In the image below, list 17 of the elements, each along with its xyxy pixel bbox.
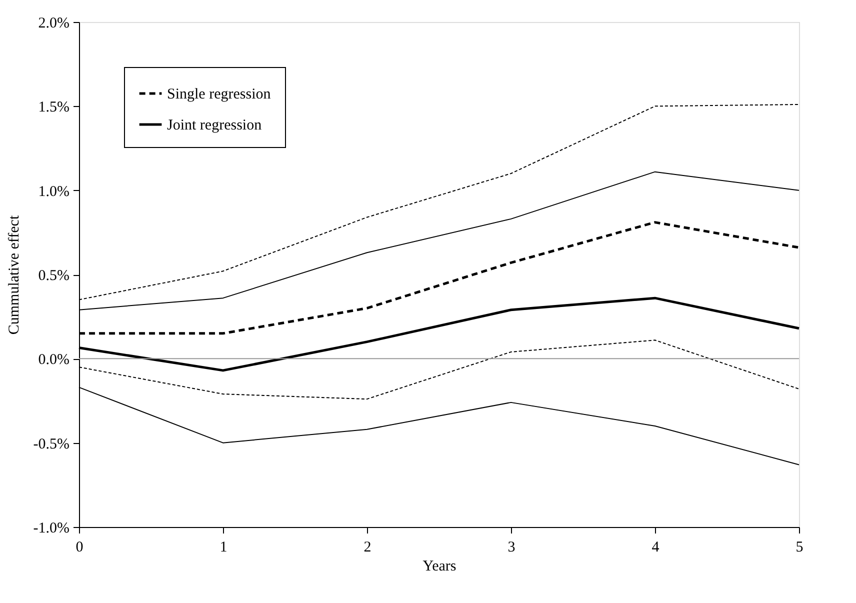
legend-label: Joint regression: [167, 118, 262, 134]
y-tick-label: -1.0%: [33, 520, 70, 536]
x-tick-label: 1: [220, 540, 228, 556]
legend-label: Single regression: [167, 86, 272, 102]
y-tick-label: 2.0%: [38, 16, 70, 32]
y-tick-label: 0.0%: [38, 352, 70, 368]
y-axis-title: Cummulative effect: [6, 214, 22, 335]
x-tick-label: 2: [364, 540, 372, 556]
y-tick-label: 1.5%: [38, 100, 70, 116]
x-tick-label: 0: [76, 540, 84, 556]
x-tick-label: 5: [796, 540, 804, 556]
x-axis-title: Years: [422, 558, 456, 574]
x-tick-label: 4: [652, 540, 660, 556]
y-tick-label: -0.5%: [33, 436, 70, 452]
x-tick-label: 3: [508, 540, 516, 556]
y-tick-label: 0.5%: [38, 268, 70, 284]
y-tick-label: 1.0%: [38, 184, 70, 200]
